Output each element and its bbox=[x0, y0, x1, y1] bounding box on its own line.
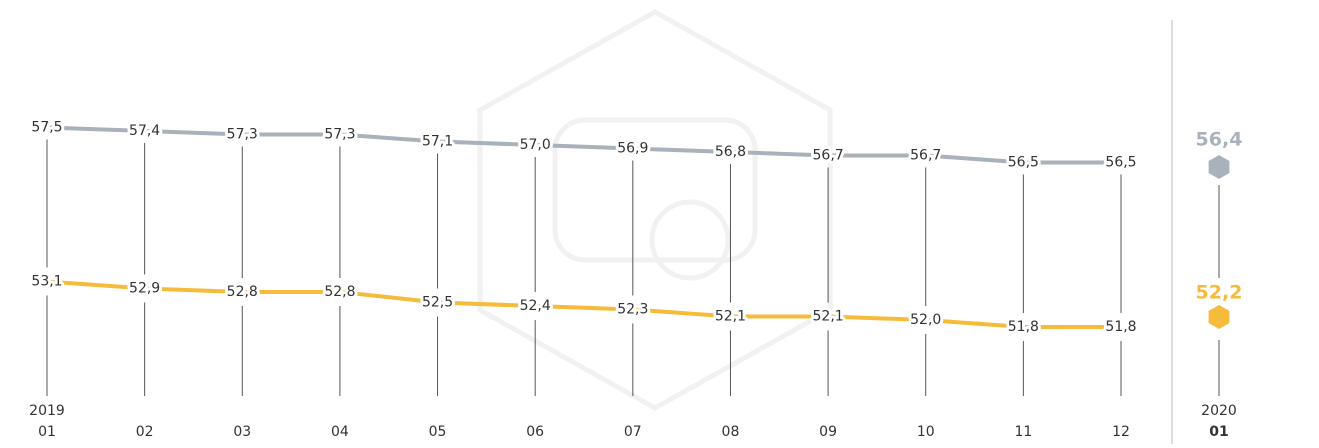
point-label: 57,3 bbox=[227, 127, 258, 143]
point-label: 57,3 bbox=[324, 127, 355, 143]
point-label: 52,1 bbox=[813, 309, 844, 325]
x-tick-label: 06 bbox=[526, 424, 544, 440]
highlight-label: 56,4 bbox=[1196, 129, 1243, 151]
x-tick-label: 11 bbox=[1014, 424, 1032, 440]
point-label: 51,8 bbox=[1008, 319, 1039, 335]
point-label: 56,5 bbox=[1008, 155, 1039, 171]
year-label: 2019 bbox=[29, 403, 65, 419]
chart: 01 02 03 04 05 06 07 08 09 10 11 12 2019 57,5 57,4 57,3… bbox=[0, 0, 1319, 444]
point-label: 52,8 bbox=[324, 284, 355, 300]
x-tick-label: 02 bbox=[136, 424, 154, 440]
line bbox=[47, 128, 1121, 163]
line bbox=[47, 282, 1121, 328]
point-label: 56,9 bbox=[617, 141, 648, 157]
point-label: 56,7 bbox=[813, 148, 844, 164]
point-label: 51,8 bbox=[1105, 319, 1136, 335]
x-tick-label: 07 bbox=[624, 424, 642, 440]
point-label: 57,1 bbox=[422, 134, 453, 150]
x-tick-label: 05 bbox=[429, 424, 447, 440]
year-label: 2020 bbox=[1201, 403, 1237, 419]
point-label: 52,4 bbox=[520, 298, 551, 314]
point-label: 56,5 bbox=[1105, 155, 1136, 171]
watermark bbox=[480, 12, 830, 408]
point-label: 52,3 bbox=[617, 302, 648, 318]
x-tick-label: 09 bbox=[819, 424, 837, 440]
x-tick-label: 01 bbox=[38, 424, 56, 440]
x-tick-label: 10 bbox=[917, 424, 935, 440]
point-label: 57,4 bbox=[129, 123, 160, 139]
point-label: 52,5 bbox=[422, 295, 453, 311]
point-label: 52,0 bbox=[910, 312, 941, 328]
point-label: 56,7 bbox=[910, 148, 941, 164]
point-label: 52,1 bbox=[715, 309, 746, 325]
x-tick-label: 08 bbox=[722, 424, 740, 440]
point-label: 53,1 bbox=[31, 274, 62, 290]
point-label: 52,8 bbox=[227, 284, 258, 300]
point-label: 57,0 bbox=[520, 137, 551, 153]
point-label: 56,8 bbox=[715, 144, 746, 160]
point-label: 52,9 bbox=[129, 281, 160, 297]
x-tick-label: 01 bbox=[1209, 424, 1228, 440]
x-tick-label: 12 bbox=[1112, 424, 1130, 440]
x-tick-label: 04 bbox=[331, 424, 349, 440]
highlight-label: 52,2 bbox=[1196, 282, 1243, 304]
highlight-marker bbox=[1209, 305, 1230, 329]
highlight-marker bbox=[1209, 155, 1230, 179]
point-label: 57,5 bbox=[31, 120, 62, 136]
x-tick-label: 03 bbox=[233, 424, 251, 440]
page: {"chart_data": { "type": "line", "year":… bbox=[0, 0, 1319, 444]
